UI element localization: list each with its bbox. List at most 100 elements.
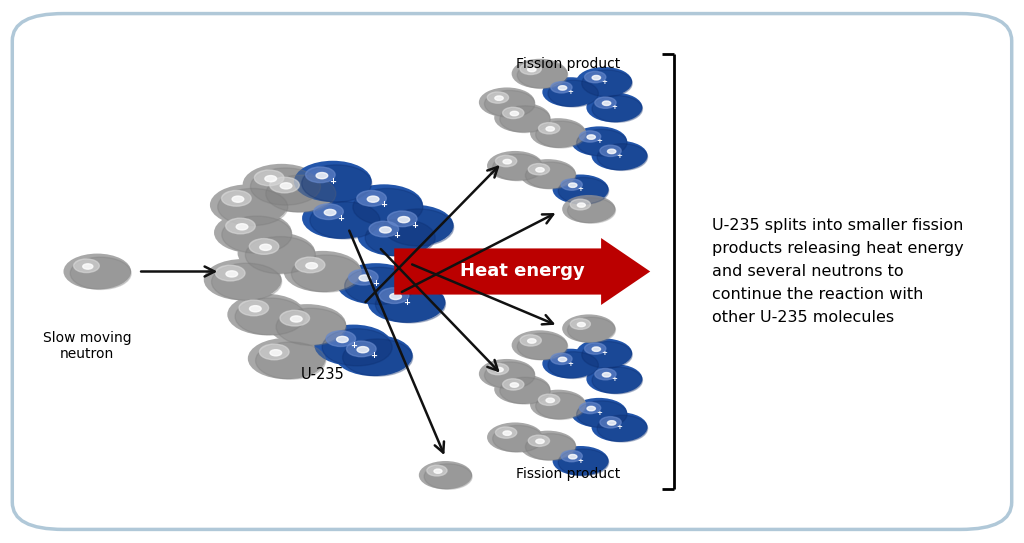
Circle shape	[577, 401, 627, 427]
Circle shape	[256, 342, 326, 379]
Circle shape	[546, 127, 554, 131]
Text: +: +	[567, 89, 573, 95]
Circle shape	[500, 106, 550, 132]
Text: +: +	[616, 424, 623, 430]
Circle shape	[248, 338, 326, 379]
Circle shape	[346, 341, 376, 357]
Circle shape	[316, 173, 328, 179]
Circle shape	[607, 149, 615, 154]
FancyArrow shape	[394, 238, 650, 305]
Circle shape	[587, 135, 595, 140]
Circle shape	[496, 427, 517, 438]
Circle shape	[527, 67, 536, 72]
Circle shape	[210, 184, 288, 225]
Circle shape	[592, 96, 642, 122]
Circle shape	[335, 335, 413, 376]
Circle shape	[204, 259, 282, 300]
Circle shape	[215, 265, 245, 281]
Circle shape	[587, 92, 642, 122]
Text: +: +	[412, 221, 418, 230]
Circle shape	[337, 336, 348, 343]
Circle shape	[239, 300, 268, 315]
Circle shape	[268, 304, 346, 345]
Circle shape	[510, 383, 518, 387]
Circle shape	[266, 175, 336, 212]
Circle shape	[348, 269, 378, 285]
Circle shape	[548, 352, 598, 378]
Circle shape	[214, 212, 292, 253]
Circle shape	[600, 416, 622, 428]
Circle shape	[567, 198, 615, 223]
Circle shape	[536, 439, 544, 444]
Circle shape	[368, 196, 379, 202]
Circle shape	[323, 329, 392, 366]
Circle shape	[580, 131, 601, 142]
Circle shape	[528, 435, 550, 446]
Circle shape	[536, 121, 586, 148]
Circle shape	[326, 331, 355, 346]
Circle shape	[232, 196, 244, 202]
Text: +: +	[393, 231, 399, 240]
Circle shape	[517, 333, 567, 360]
Circle shape	[592, 347, 600, 351]
Circle shape	[592, 75, 600, 80]
Circle shape	[71, 257, 131, 289]
Circle shape	[558, 178, 608, 204]
Circle shape	[539, 394, 560, 406]
Text: +: +	[601, 79, 607, 85]
Circle shape	[558, 449, 608, 476]
Circle shape	[281, 183, 292, 189]
Circle shape	[368, 282, 445, 323]
Circle shape	[582, 342, 632, 368]
Circle shape	[551, 81, 572, 93]
Text: +: +	[596, 410, 602, 416]
Circle shape	[512, 330, 567, 360]
Circle shape	[585, 343, 606, 354]
Circle shape	[512, 59, 567, 89]
Circle shape	[280, 310, 309, 326]
Circle shape	[520, 63, 542, 74]
Circle shape	[343, 339, 413, 376]
Circle shape	[212, 263, 282, 300]
Circle shape	[487, 422, 543, 452]
Circle shape	[517, 62, 567, 89]
Text: Fission product: Fission product	[516, 467, 621, 481]
Circle shape	[527, 339, 536, 343]
Text: U-235: U-235	[301, 367, 344, 382]
Circle shape	[427, 465, 447, 476]
Circle shape	[568, 183, 577, 187]
Circle shape	[325, 210, 336, 216]
Circle shape	[577, 129, 627, 156]
Circle shape	[587, 364, 642, 394]
Circle shape	[558, 86, 566, 90]
Circle shape	[577, 338, 632, 368]
Circle shape	[520, 159, 575, 189]
Circle shape	[495, 374, 550, 404]
Circle shape	[259, 344, 289, 360]
Circle shape	[369, 221, 398, 237]
Circle shape	[434, 469, 442, 473]
Circle shape	[530, 118, 586, 148]
Circle shape	[493, 154, 543, 181]
Circle shape	[237, 224, 248, 230]
Circle shape	[236, 298, 305, 335]
Circle shape	[314, 325, 392, 366]
Circle shape	[568, 454, 577, 459]
Circle shape	[218, 188, 288, 225]
Circle shape	[592, 367, 642, 394]
Circle shape	[366, 219, 435, 256]
Circle shape	[379, 288, 409, 304]
Circle shape	[595, 97, 616, 108]
Circle shape	[536, 168, 544, 172]
Circle shape	[520, 431, 575, 460]
Circle shape	[356, 191, 386, 206]
Text: +: +	[611, 104, 617, 110]
Circle shape	[551, 353, 572, 364]
Text: +: +	[350, 340, 356, 350]
Circle shape	[302, 165, 372, 202]
Text: +: +	[578, 458, 584, 464]
Circle shape	[306, 263, 317, 269]
Circle shape	[83, 264, 93, 269]
Circle shape	[238, 232, 315, 274]
Circle shape	[284, 251, 361, 292]
